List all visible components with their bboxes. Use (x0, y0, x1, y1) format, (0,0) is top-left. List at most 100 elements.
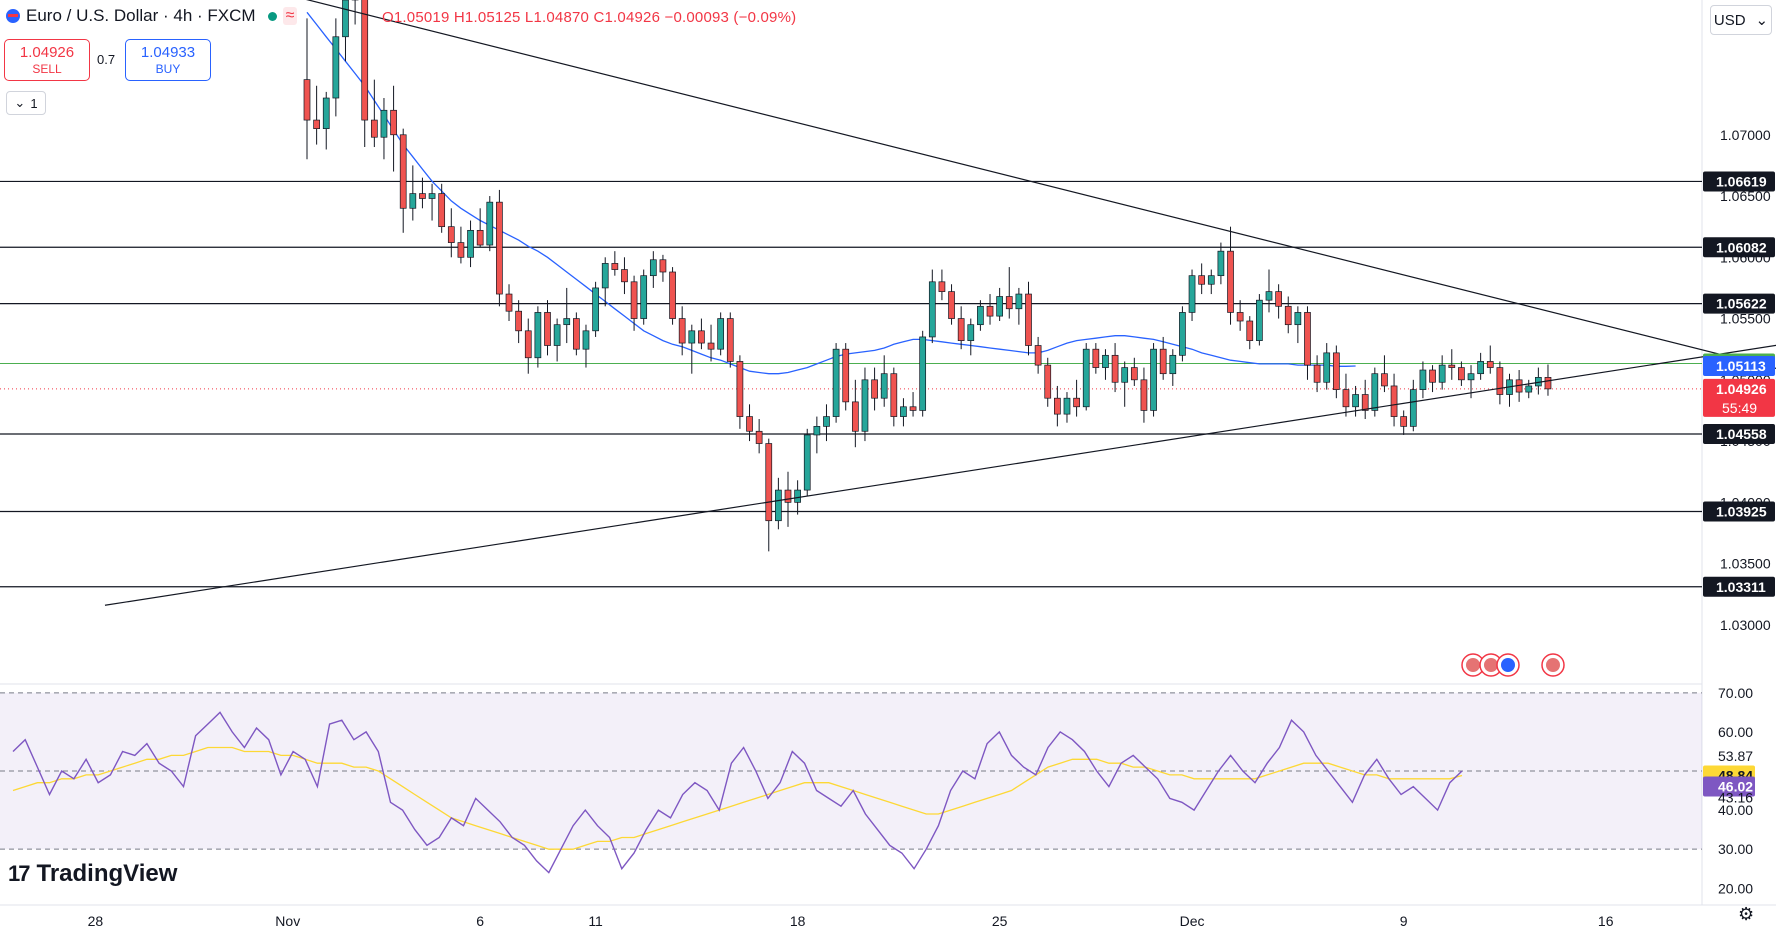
candle-body (794, 489, 801, 503)
chevron-down-icon: ⌄ (14, 95, 26, 110)
candle (1207, 269, 1215, 295)
candle-body (534, 312, 542, 359)
candle-body (1467, 373, 1475, 381)
candle-body (977, 305, 984, 326)
candle-body (476, 229, 484, 246)
candle (322, 91, 330, 150)
candle-body (967, 324, 975, 341)
symbol-title[interactable]: Euro / U.S. Dollar · 4h · FXCM (26, 6, 256, 25)
buy-button[interactable]: 1.04933 BUY (125, 39, 211, 81)
candle-body (1544, 377, 1552, 390)
candle-body (640, 275, 648, 319)
candle (313, 85, 320, 145)
candle-body (1130, 367, 1138, 381)
low-value: L1.04870 (524, 9, 590, 26)
price-axis: 1.070001.065001.060001.055001.050001.045… (1703, 127, 1775, 896)
currency-select[interactable]: USD ⌄ (1710, 5, 1772, 35)
candle-body (1458, 367, 1465, 381)
symbol-header[interactable]: Euro / U.S. Dollar · 4h · FXCM ≈ (6, 6, 298, 26)
buy-price: 1.04933 (140, 44, 196, 61)
candle-body (1150, 348, 1157, 411)
candle-body (1169, 354, 1177, 375)
price-label-bg (1703, 237, 1775, 258)
candle-body (630, 281, 638, 319)
candle-body (938, 281, 946, 292)
economic-event-icon[interactable] (1496, 653, 1520, 677)
candle (457, 226, 465, 264)
candle-body (1063, 397, 1071, 415)
price-label-bg (1703, 355, 1775, 376)
candle-body (919, 336, 927, 411)
time-axis: 28Nov6111825Dec9162326 (88, 913, 1614, 929)
time-tick-label: 28 (88, 913, 104, 929)
candle (1227, 226, 1234, 325)
candle-body (698, 330, 705, 344)
trendline (305, 0, 1776, 369)
candle (669, 267, 676, 325)
sell-price: 1.04926 (19, 44, 75, 61)
ohlc-readout: O1.05019 H1.05125 L1.04870 C1.04926 −0.0… (382, 9, 796, 26)
moving-average-line (306, 11, 1356, 375)
candle-body (399, 134, 407, 209)
indicator-count: 1 (30, 95, 38, 111)
candle (775, 477, 782, 530)
rsi-label-text: 46.02 (1718, 779, 1753, 795)
candle (505, 284, 513, 322)
candle (1323, 343, 1331, 390)
economic-events[interactable] (1461, 653, 1565, 677)
rsi-label-text: 43.16 (1718, 790, 1753, 806)
candle-body (1217, 250, 1225, 277)
candle-body (342, 0, 349, 38)
gear-icon[interactable]: ⚙ (1738, 904, 1755, 924)
price-label-text: 1.03311 (1716, 579, 1766, 595)
candle (957, 306, 965, 350)
candle (409, 165, 417, 221)
economic-event-icon[interactable] (1541, 653, 1565, 677)
candle (1246, 316, 1254, 350)
candle (1304, 306, 1311, 380)
candle (871, 367, 878, 411)
chevron-down-icon: ⌄ (1755, 12, 1769, 29)
candle-body (1525, 385, 1533, 393)
candle (986, 294, 994, 325)
candle-body (649, 259, 657, 277)
candle-body (1323, 352, 1331, 383)
candle (1130, 357, 1138, 386)
candle-body (303, 79, 311, 121)
candle-body (1025, 293, 1032, 346)
candle (1438, 355, 1446, 390)
candle (803, 428, 811, 497)
candle-body (1198, 275, 1206, 285)
price-label-bg (1703, 576, 1775, 597)
candle-body (890, 373, 898, 417)
candle (967, 318, 975, 356)
candle-body (1159, 348, 1167, 375)
candle (370, 79, 378, 148)
sell-button[interactable]: 1.04926 SELL (4, 39, 90, 81)
buy-label: BUY (155, 62, 181, 76)
candle-body (1429, 369, 1436, 383)
collapse-legend-button[interactable]: ⌄ 1 (6, 91, 46, 115)
candle-body (1005, 296, 1013, 310)
candle-body (361, 0, 369, 121)
time-tick-label: 6 (476, 913, 484, 929)
price-label-level: 1.06619 (1703, 171, 1775, 192)
candle (544, 300, 551, 356)
indicator-wave-icon[interactable]: ≈ (282, 7, 298, 25)
candle-body (726, 318, 734, 362)
candle-body (573, 318, 580, 350)
price-label-text: 1.06619 (1716, 173, 1767, 189)
candle-body (880, 373, 888, 399)
candle-body (1179, 312, 1186, 356)
candle-body (746, 416, 753, 432)
rsi-label-bg (1703, 776, 1755, 797)
candle-body (1275, 291, 1282, 307)
candle-body (582, 330, 590, 350)
candle-body (813, 426, 821, 436)
price-label-bg (1703, 501, 1775, 522)
tradingview-logo[interactable]: 17 TradingView (8, 860, 177, 888)
candle (1102, 349, 1109, 380)
currency-value: USD (1713, 11, 1746, 29)
candle-body (851, 401, 859, 432)
